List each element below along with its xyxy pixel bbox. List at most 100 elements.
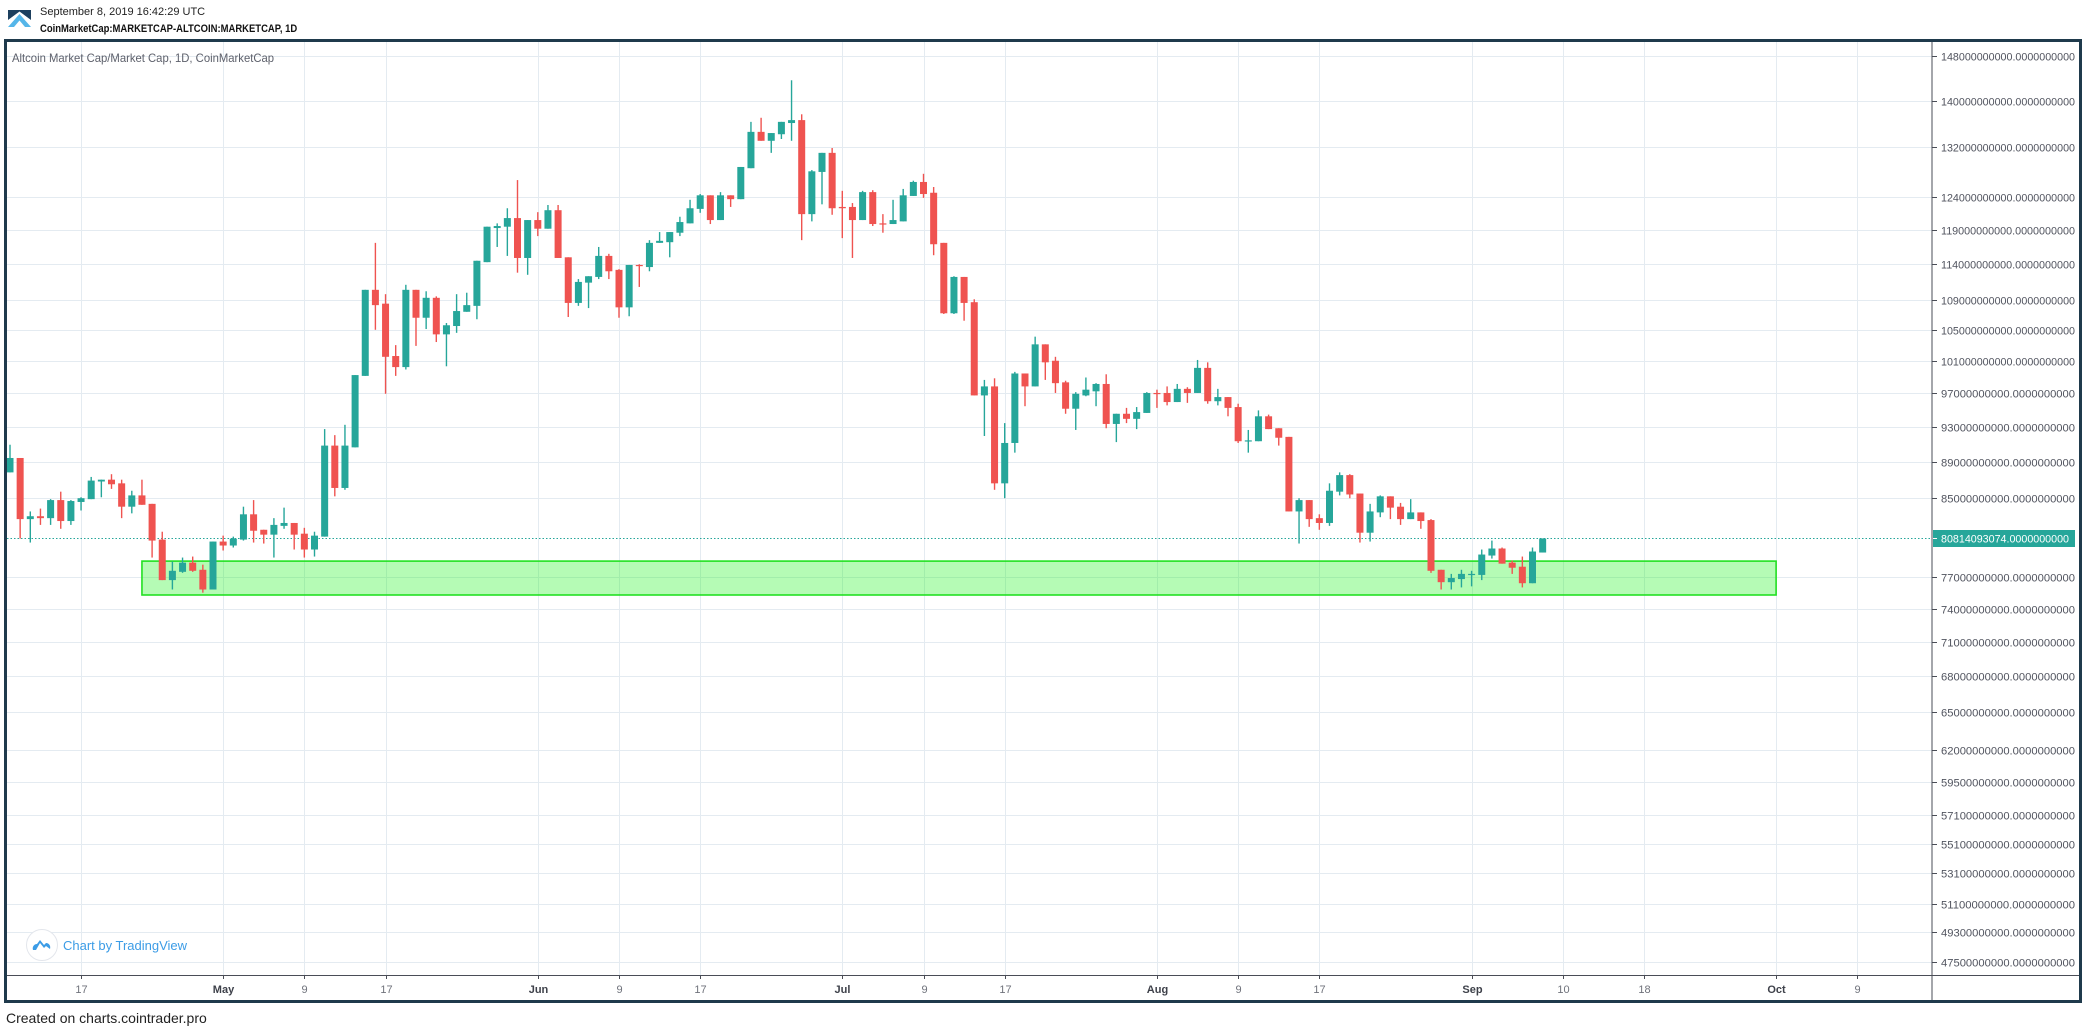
candle-body <box>656 240 664 243</box>
candle-down <box>920 173 927 198</box>
candle-body <box>1397 506 1405 520</box>
candle-up <box>1295 498 1303 544</box>
candle-body <box>950 276 958 314</box>
candle-body <box>605 255 613 272</box>
candle-down <box>57 491 65 529</box>
candle-down <box>412 289 420 346</box>
candle-up <box>422 291 430 330</box>
candle-body <box>747 131 755 169</box>
candle-body <box>1539 538 1547 553</box>
candle-body <box>290 522 298 535</box>
time-axis-day-label: 9 <box>1854 984 1860 996</box>
candle-body <box>1082 389 1090 396</box>
candle-up <box>818 152 826 205</box>
time-axis-day-label: 17 <box>75 984 87 996</box>
candle-up <box>473 260 481 320</box>
candle-down <box>219 535 227 551</box>
candle-body <box>442 325 450 335</box>
price-axis-label: 74000000000.0000000000 <box>1941 605 2075 617</box>
candle-body <box>16 457 24 520</box>
candle-body <box>179 562 187 572</box>
candle-up <box>168 561 176 590</box>
candle-body <box>67 501 75 522</box>
candle-up <box>1254 410 1262 442</box>
support-zone[interactable] <box>141 560 1777 596</box>
candle-body <box>960 276 968 303</box>
candle-down <box>36 508 44 525</box>
price-axis-label: 119000000000.0000000000 <box>1941 226 2075 238</box>
candle-body <box>818 152 826 172</box>
candle-body <box>615 269 623 308</box>
candle-up <box>1407 499 1415 520</box>
candle-down <box>727 195 735 207</box>
candle-down <box>1417 512 1425 529</box>
candle-down <box>706 195 714 225</box>
time-axis-day-label: 9 <box>616 984 622 996</box>
candle-body <box>970 302 978 396</box>
candle-body <box>1041 344 1049 363</box>
candle-up <box>128 490 136 514</box>
candle-body <box>1133 412 1141 419</box>
candle-down <box>605 253 613 280</box>
candle-down <box>290 522 298 550</box>
candle-body <box>1417 512 1425 522</box>
candle-down <box>1397 502 1405 525</box>
candle-down <box>1234 403 1242 443</box>
candle-up <box>1457 569 1465 588</box>
candle-down <box>1275 428 1283 446</box>
candle-body <box>341 445 349 488</box>
time-axis-day-label: 17 <box>1313 984 1325 996</box>
candle-up <box>595 246 603 280</box>
candle-body <box>544 210 552 229</box>
price-axis[interactable] <box>1932 42 2079 975</box>
candle-body <box>1326 490 1333 523</box>
candle-down <box>848 203 856 258</box>
candle-body <box>1102 383 1110 424</box>
candle-body <box>219 541 227 546</box>
candle-down <box>108 474 115 489</box>
candle-body <box>229 538 237 546</box>
candle-down <box>1224 397 1232 417</box>
candle-body <box>1447 578 1455 583</box>
time-axis-day-label: 17 <box>999 984 1011 996</box>
candle-body <box>808 171 816 215</box>
plot-area[interactable] <box>7 42 1932 975</box>
candle-down <box>1346 474 1354 499</box>
candle-body <box>351 375 359 448</box>
price-axis-label: 114000000000.0000000000 <box>1941 260 2075 272</box>
support-zone-rectangle[interactable] <box>141 560 1777 596</box>
last-price-value: 80814093074.0000000000 <box>1941 534 2069 546</box>
candle-body <box>1244 440 1252 442</box>
candle-down <box>1041 344 1049 380</box>
candle-up <box>645 240 653 272</box>
candle-up <box>717 192 724 221</box>
candle-down <box>1123 407 1130 424</box>
candle-up <box>77 497 85 511</box>
candle-body <box>1011 373 1019 443</box>
candle-down <box>148 503 156 558</box>
candle-down <box>879 214 887 233</box>
candle-down <box>1183 387 1191 403</box>
candle-body <box>524 220 532 258</box>
time-axis-day-label: 9 <box>1235 984 1241 996</box>
candle-body <box>1366 511 1374 533</box>
time-axis[interactable] <box>7 975 2079 1000</box>
candle-up <box>1468 570 1476 587</box>
price-axis-label: 47500000000.0000000000 <box>1941 958 2075 970</box>
candle-up <box>453 294 461 333</box>
candle-body <box>1163 392 1171 403</box>
candle-body <box>1072 393 1080 409</box>
candle-up <box>544 204 552 229</box>
candle-up <box>1082 377 1090 397</box>
candle-body <box>585 276 593 283</box>
candle-down <box>635 264 643 287</box>
candle-down <box>199 564 207 593</box>
candle-up <box>656 232 664 243</box>
candle-body <box>534 220 542 229</box>
candle-down <box>1163 386 1171 406</box>
candle-body <box>47 500 55 519</box>
tradingview-attribution-link[interactable]: Chart by TradingView <box>26 928 187 962</box>
candle-body <box>564 257 572 303</box>
candle-body <box>1407 512 1415 520</box>
